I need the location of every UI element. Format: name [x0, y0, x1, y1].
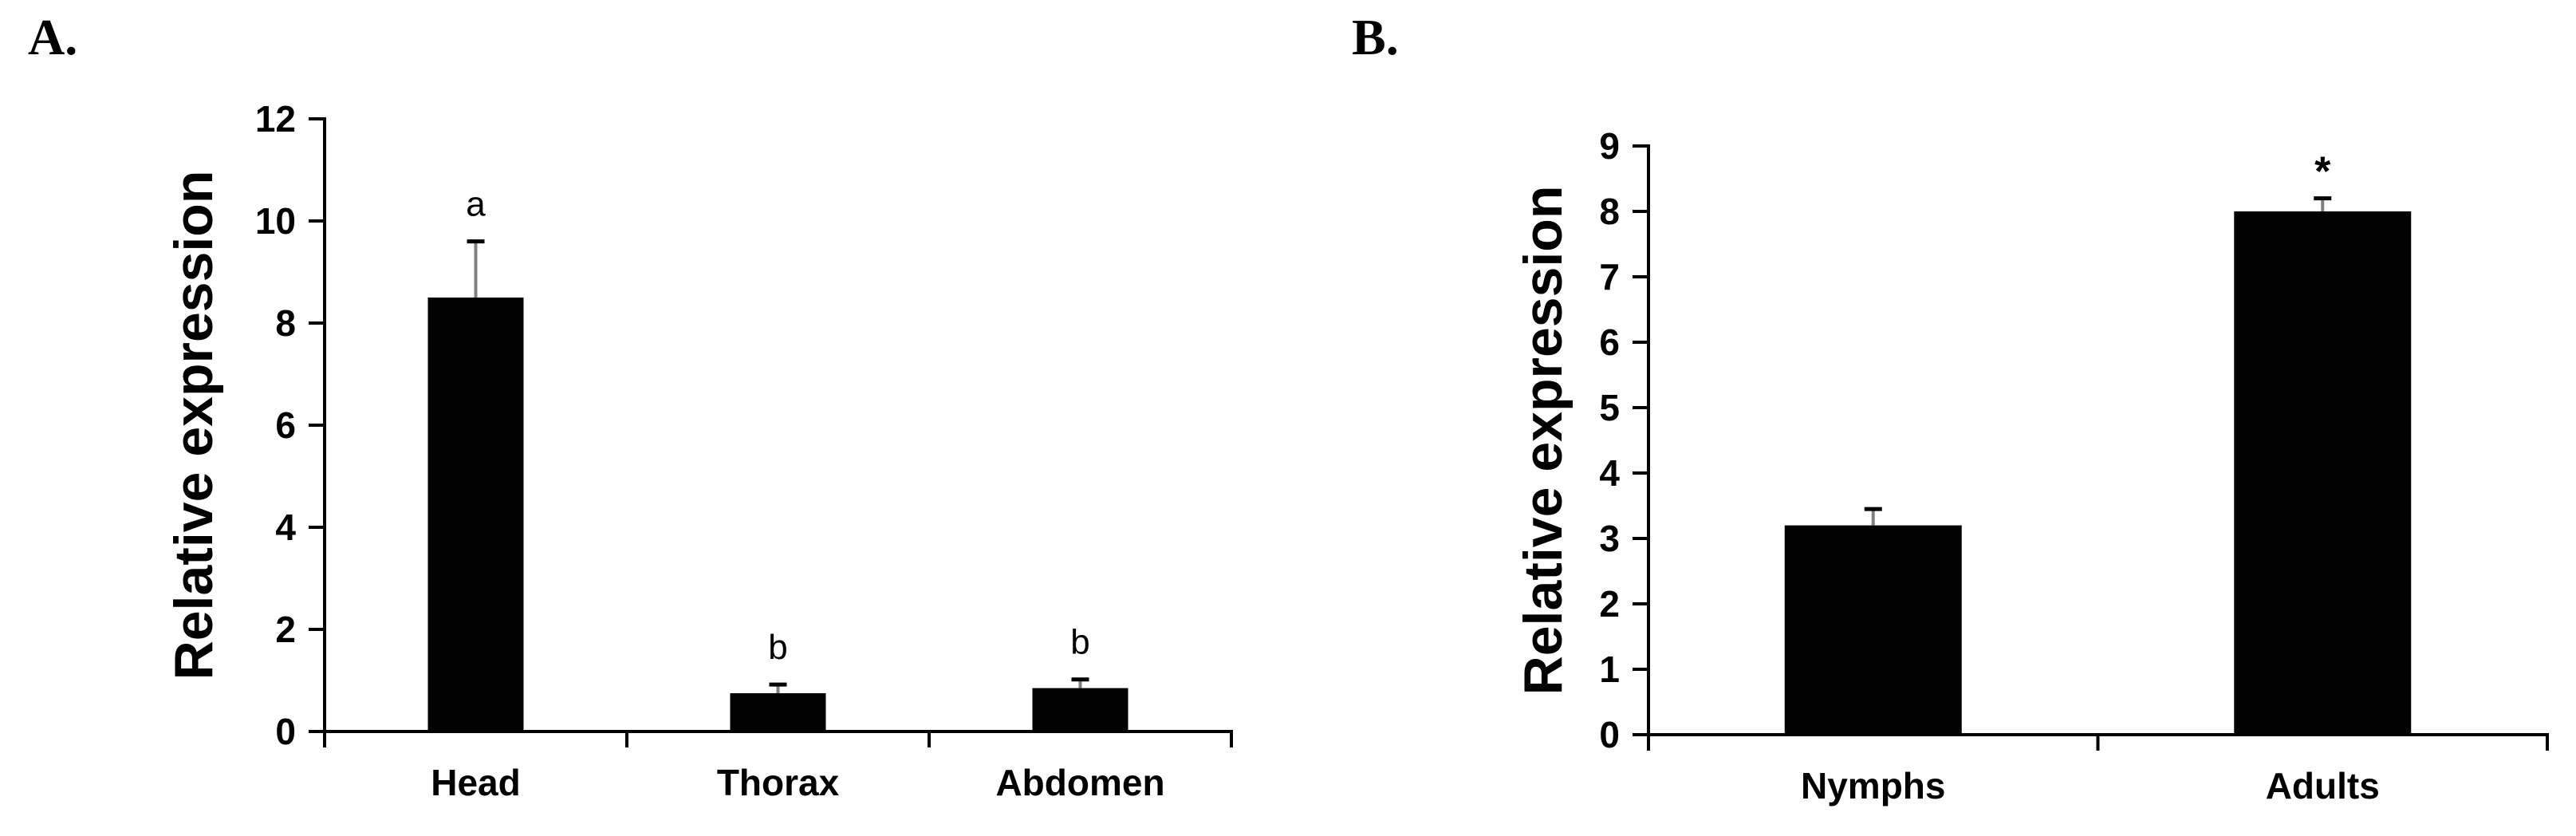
y-tick-label: 2	[275, 609, 296, 650]
panel-A: A. 0 2 4 6 8 10 12 Relative expression a Head b Thor…	[28, 9, 1233, 803]
panel-label: A.	[28, 9, 77, 65]
y-tick-label: 7	[1599, 256, 1620, 298]
significance-label: *	[2314, 149, 2331, 195]
significance-label: b	[768, 628, 787, 667]
category-label-adults: Adults	[2266, 765, 2380, 806]
y-tick-label: 3	[1599, 518, 1620, 559]
panel-B: B. 0 1 2 3 4 5 6 7 8 9 Relative expression Nymphs * Ad…	[1352, 9, 2549, 806]
bar-abdomen	[1032, 688, 1128, 732]
y-tick-label: 10	[255, 200, 296, 242]
y-tick-label: 0	[275, 711, 296, 752]
bar-thorax	[730, 693, 826, 732]
y-tick-label: 4	[1599, 452, 1620, 494]
category-label-thorax: Thorax	[717, 762, 840, 803]
bar-adults	[2234, 211, 2412, 735]
category-label-nymphs: Nymphs	[1801, 765, 1945, 806]
category-label-head: Head	[431, 762, 520, 803]
y-tick-label: 5	[1599, 387, 1620, 428]
y-tick-label: 2	[1599, 583, 1620, 625]
significance-label: b	[1070, 623, 1089, 662]
y-tick-label: 8	[275, 302, 296, 344]
y-tick-label: 6	[1599, 321, 1620, 363]
y-tick-label: 4	[275, 507, 296, 548]
y-tick-label: 1	[1599, 649, 1620, 690]
bar-head	[427, 298, 524, 732]
significance-label: a	[466, 185, 486, 224]
bar-nymphs	[1784, 525, 1962, 735]
category-label-abdomen: Abdomen	[995, 762, 1164, 803]
y-tick-label: 6	[275, 404, 296, 446]
y-axis-title: Relative expression	[163, 171, 224, 680]
y-tick-label: 9	[1599, 125, 1620, 167]
panel-label: B.	[1352, 9, 1399, 65]
y-tick-label: 12	[255, 98, 296, 140]
y-tick-label: 8	[1599, 191, 1620, 232]
y-axis-title: Relative expression	[1513, 186, 1574, 696]
y-tick-label: 0	[1599, 714, 1620, 755]
